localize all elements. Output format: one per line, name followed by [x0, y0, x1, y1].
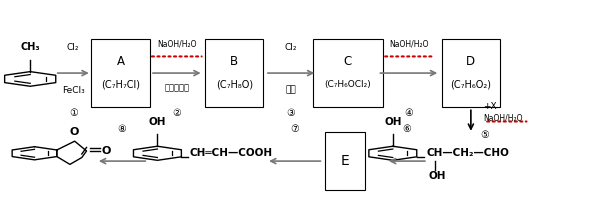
Text: +X: +X — [483, 102, 496, 111]
Text: D: D — [466, 55, 476, 68]
FancyBboxPatch shape — [205, 39, 264, 107]
Text: B: B — [230, 55, 238, 68]
Text: O: O — [102, 146, 111, 156]
Text: ⑧: ⑧ — [118, 124, 126, 134]
Text: ①: ① — [69, 108, 78, 118]
Text: E: E — [341, 154, 349, 168]
Text: CH₃: CH₃ — [20, 42, 40, 52]
Text: ③: ③ — [286, 108, 296, 118]
Text: NaOH/H₂O: NaOH/H₂O — [157, 40, 197, 49]
Text: OH: OH — [148, 117, 166, 127]
FancyBboxPatch shape — [91, 39, 150, 107]
Text: (C₇H₆O₂): (C₇H₆O₂) — [450, 80, 492, 90]
Text: Cl₂: Cl₂ — [285, 43, 298, 52]
Text: FeCl₃: FeCl₃ — [62, 86, 84, 95]
Text: C: C — [344, 55, 352, 68]
Text: OH: OH — [429, 171, 446, 181]
Text: ⑤: ⑤ — [480, 130, 489, 140]
FancyBboxPatch shape — [312, 39, 383, 107]
Text: (C₇H₇Cl): (C₇H₇Cl) — [101, 80, 140, 90]
Text: (C₇H₈O): (C₇H₈O) — [216, 80, 253, 90]
Text: NaOH/H₂O: NaOH/H₂O — [483, 113, 522, 123]
Text: (C₇H₆OCl₂): (C₇H₆OCl₂) — [325, 80, 371, 89]
Text: CH—CH₂—CHO: CH—CH₂—CHO — [427, 148, 509, 158]
FancyBboxPatch shape — [325, 132, 365, 190]
Text: 高温、高压: 高温、高压 — [164, 84, 189, 93]
Text: OH: OH — [384, 117, 402, 127]
Text: A: A — [116, 55, 124, 68]
Text: Cl₂: Cl₂ — [67, 43, 79, 52]
Text: ④: ④ — [405, 108, 413, 118]
Text: NaOH/H₂O: NaOH/H₂O — [389, 40, 429, 49]
Text: O: O — [70, 127, 79, 137]
Text: ⑦: ⑦ — [290, 124, 299, 134]
Text: CH═CH—COOH: CH═CH—COOH — [190, 148, 273, 158]
FancyBboxPatch shape — [442, 39, 500, 107]
Text: ⑥: ⑥ — [403, 124, 411, 134]
Text: 光照: 光照 — [286, 86, 296, 95]
Text: ②: ② — [172, 108, 181, 118]
